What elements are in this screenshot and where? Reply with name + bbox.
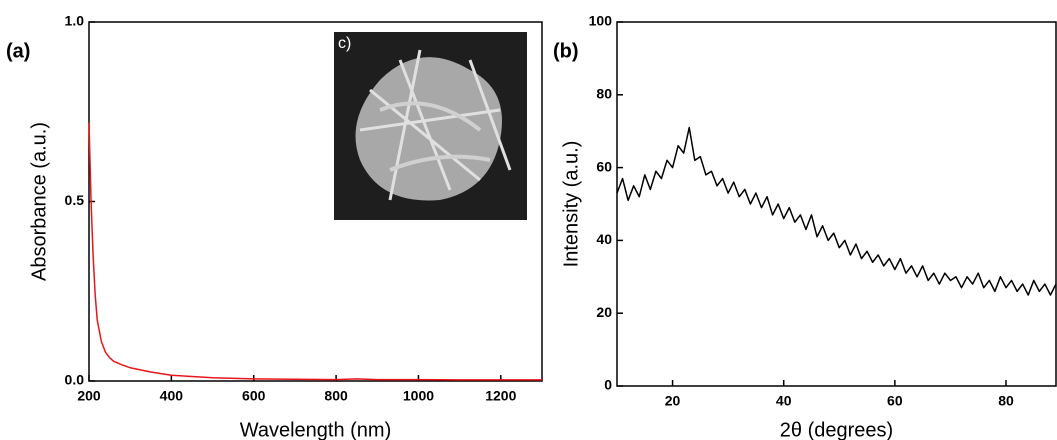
panel-label: (b)	[553, 40, 579, 62]
x-tick-label: 20	[665, 393, 681, 409]
y-tick-label: 40	[596, 231, 612, 247]
y-tick-label: 80	[596, 86, 612, 102]
y-tick-label: 0.5	[65, 192, 85, 208]
inset-image	[334, 32, 527, 220]
plot-frame	[616, 21, 1057, 387]
x-axis-title: 2θ (degrees)	[780, 419, 893, 440]
panel-label: (a)	[6, 40, 30, 62]
x-tick-label: 600	[242, 388, 266, 404]
data-line	[616, 126, 1057, 296]
x-tick-label: 1000	[403, 388, 434, 404]
y-axis-title: Absorbance (a.u.)	[28, 122, 50, 281]
x-tick-label: 400	[160, 388, 184, 404]
y-tick-label: 0	[604, 377, 612, 393]
inset-label: c)	[338, 35, 351, 52]
y-tick-label: 0.0	[65, 372, 85, 388]
x-axis-title: Wavelength (nm)	[240, 419, 392, 440]
x-tick-label: 80	[998, 393, 1014, 409]
y-tick-label: 100	[589, 13, 613, 29]
y-tick-label: 1.0	[65, 13, 85, 29]
x-tick-label: 800	[324, 388, 348, 404]
x-tick-label: 200	[77, 388, 101, 404]
y-tick-label: 20	[596, 304, 612, 320]
data-line	[88, 122, 542, 381]
y-axis-title: Intensity (a.u.)	[560, 141, 582, 268]
x-tick-label: 40	[776, 393, 792, 409]
x-tick-label: 1200	[485, 388, 516, 404]
y-tick-label: 60	[596, 158, 612, 174]
x-tick-label: 60	[887, 393, 903, 409]
